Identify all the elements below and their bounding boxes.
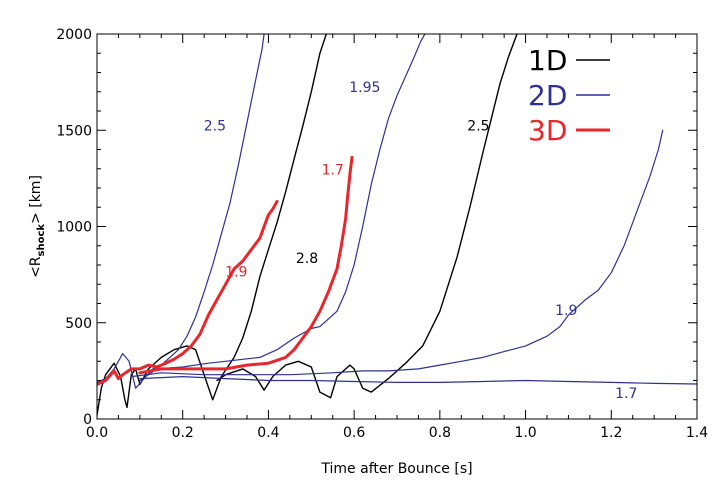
series-line-3d-7	[138, 155, 354, 375]
curve-annotation: 2.5	[467, 118, 489, 134]
y-axis-label: <Rshock> [km]	[28, 175, 47, 278]
series-line-1d-0	[97, 34, 327, 416]
curve-annotation: 2.8	[296, 251, 318, 267]
x-tick-label: 1.0	[514, 425, 536, 441]
series-line-2d-4	[130, 129, 664, 378]
series-layer	[97, 34, 697, 416]
y-tick-label: 0	[83, 412, 92, 428]
plot-frame	[96, 33, 698, 420]
curve-annotation: 1.9	[225, 265, 247, 281]
y-tick-label: 2000	[56, 27, 92, 43]
y-tick-label: 500	[65, 316, 92, 332]
legend-label: 3D	[528, 114, 567, 147]
curve-annotation: 1.95	[349, 80, 380, 96]
curve-annotation: 2.5	[204, 118, 226, 134]
series-line-1d-1	[216, 34, 518, 399]
y-tick-label: 1000	[56, 220, 92, 236]
legend-label: 2D	[528, 79, 567, 112]
x-tick-label: 1.2	[600, 425, 622, 441]
y-axis-label-tail: > [km]	[28, 175, 44, 224]
curve-annotation: 1.7	[615, 386, 637, 402]
x-tick-label: 1.4	[686, 425, 708, 441]
annotation-layer: 2.5 1.95 2.5 1.7 1.9 2.8 1.9 1.7	[204, 80, 638, 402]
y-axis-label-sub: shock	[36, 224, 47, 257]
x-tick-label: 0.4	[257, 425, 279, 441]
x-tick-label: 0.2	[172, 425, 194, 441]
x-tick-label: 0.8	[429, 425, 451, 441]
series-line-2d-2	[97, 34, 265, 389]
y-tick-label: 1500	[56, 123, 92, 139]
x-tick-label: 0.0	[86, 425, 108, 441]
legend-label: 1D	[528, 44, 567, 77]
axes-layer: 0.0 0.2 0.4 0.6 0.8 1.0 1.2 1.4 0 500 1000 1500 2000	[56, 27, 708, 441]
series-line-2d-5	[139, 376, 697, 385]
series-line-2d-3	[139, 34, 426, 382]
curve-annotation: 1.7	[322, 163, 344, 179]
series-line-3d-6	[97, 200, 279, 386]
curve-annotation: 1.9	[555, 303, 577, 319]
y-axis-label-main: <R	[28, 256, 44, 278]
x-tick-label: 0.6	[343, 425, 365, 441]
x-axis-label: Time after Bounce [s]	[320, 461, 472, 477]
